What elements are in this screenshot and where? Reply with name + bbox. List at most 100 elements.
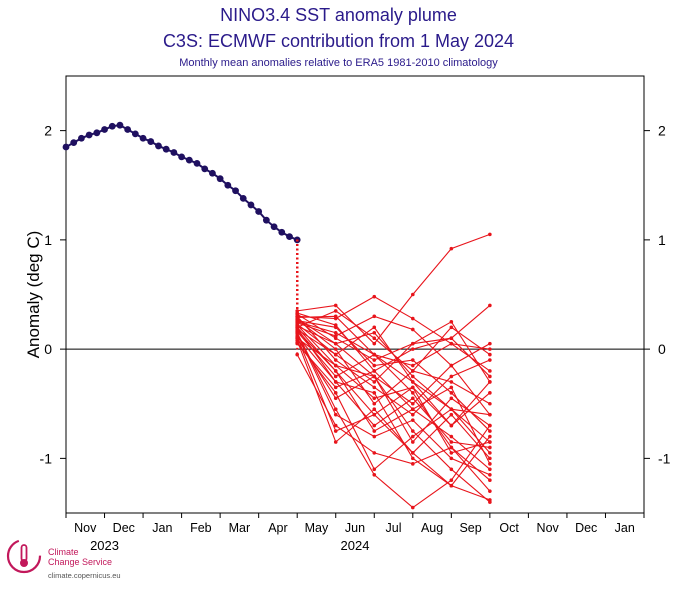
forecast-point	[333, 407, 338, 412]
thermometer-logo-icon	[6, 538, 42, 574]
forecast-point	[333, 391, 338, 395]
forecast-point	[372, 314, 377, 319]
forecast-point	[333, 347, 338, 351]
plot-frame	[65, 75, 645, 514]
forecast-point	[488, 232, 492, 237]
forecast-point	[372, 412, 377, 417]
forecast-point	[372, 401, 377, 406]
x-tick-label: Dec	[113, 521, 135, 535]
forecast-member-line	[297, 233, 491, 345]
forecast-point	[488, 401, 492, 406]
observed-point	[85, 131, 93, 139]
forecast-point	[372, 391, 377, 395]
forecast-point	[449, 391, 454, 395]
forecast-point	[449, 478, 454, 483]
forecast-member-line	[297, 315, 491, 367]
forecast-point	[411, 347, 415, 351]
observed-point	[224, 181, 232, 189]
forecast-point	[488, 423, 492, 428]
forecast-member-line	[296, 323, 491, 427]
chart-caption: Monthly mean anomalies relative to ERA5 …	[179, 57, 498, 69]
forecast-point	[411, 456, 415, 461]
forecast-member-line	[296, 337, 491, 443]
forecast-point	[333, 330, 338, 335]
forecast-member-line	[296, 328, 491, 487]
observed-point	[101, 126, 108, 133]
x-tick-label: Oct	[499, 521, 519, 535]
chart-title: NINO3.4 SST anomaly plume	[220, 5, 457, 25]
forecast-point	[411, 396, 415, 401]
forecast-point	[449, 374, 454, 379]
observed-point	[116, 121, 124, 129]
forecast-point	[333, 358, 338, 362]
forecast-point	[488, 478, 492, 483]
forecast-point	[411, 391, 415, 395]
forecast-point	[411, 292, 415, 297]
forecast-point	[449, 467, 454, 472]
observed-point	[239, 194, 247, 202]
forecast-point	[295, 352, 300, 357]
forecast-member-line	[296, 333, 491, 476]
x-tick-label: May	[305, 521, 329, 535]
forecast-member-line	[296, 340, 491, 459]
forecast-member-line	[296, 342, 491, 471]
forecast-point	[333, 303, 338, 308]
forecast-member-line	[296, 332, 491, 509]
observed-point	[286, 233, 293, 240]
forecast-point	[411, 401, 415, 406]
observed-point	[255, 208, 263, 215]
forecast-point	[372, 330, 377, 335]
forecast-point	[411, 363, 415, 368]
forecast-point	[449, 385, 454, 390]
forecast-point	[411, 418, 415, 422]
x-tick-label: Jul	[386, 521, 402, 535]
forecast-point	[449, 451, 454, 455]
forecast-point	[372, 374, 377, 379]
forecast-member-line	[296, 325, 491, 416]
forecast-point	[488, 303, 492, 308]
observed-point	[70, 139, 78, 147]
x-tick-label: Mar	[229, 521, 251, 535]
forecast-point	[488, 358, 492, 362]
x-tick-label: Nov	[74, 521, 97, 535]
observed-point	[262, 216, 270, 224]
forecast-point	[488, 352, 492, 357]
forecast-point	[449, 246, 454, 251]
forecast-point	[488, 467, 492, 472]
forecast-point	[411, 505, 415, 510]
observed-point	[247, 201, 255, 209]
forecast-point	[333, 412, 338, 417]
forecast-point	[333, 440, 338, 444]
forecast-point	[372, 451, 377, 455]
x-tick-label: Aug	[421, 521, 443, 535]
forecast-point	[488, 445, 492, 450]
forecast-point	[449, 341, 454, 346]
forecast-point	[411, 434, 415, 439]
forecast-point	[488, 500, 492, 504]
observed-point	[270, 223, 278, 231]
forecast-point	[411, 412, 415, 417]
forecast-point	[372, 407, 377, 412]
forecast-point	[372, 385, 377, 390]
copernicus-logo: Climate Change Service climate.copernicu…	[4, 534, 164, 590]
observed-point	[93, 129, 101, 137]
forecast-point	[295, 328, 300, 333]
observed-point	[232, 187, 239, 195]
y-tick-label-right: -1	[658, 450, 671, 466]
forecast-point	[488, 462, 492, 466]
forecast-member-line	[296, 354, 491, 481]
forecast-point	[411, 358, 415, 362]
y-axis-label: Anomaly (deg C)	[24, 231, 43, 359]
forecast-point	[411, 316, 415, 321]
forecast-point	[449, 380, 454, 384]
chart-subtitle: C3S: ECMWF contribution from 1 May 2024	[162, 31, 515, 51]
observed-line	[65, 124, 298, 241]
forecast-point	[372, 369, 377, 373]
forecast-point	[488, 391, 492, 395]
forecast-member-line	[296, 337, 491, 503]
logo-url: climate.copernicus.eu	[48, 571, 121, 580]
forecast-point	[333, 352, 338, 357]
forecast-point	[333, 429, 338, 433]
forecast-point	[488, 380, 492, 384]
forecast-point	[488, 374, 492, 379]
